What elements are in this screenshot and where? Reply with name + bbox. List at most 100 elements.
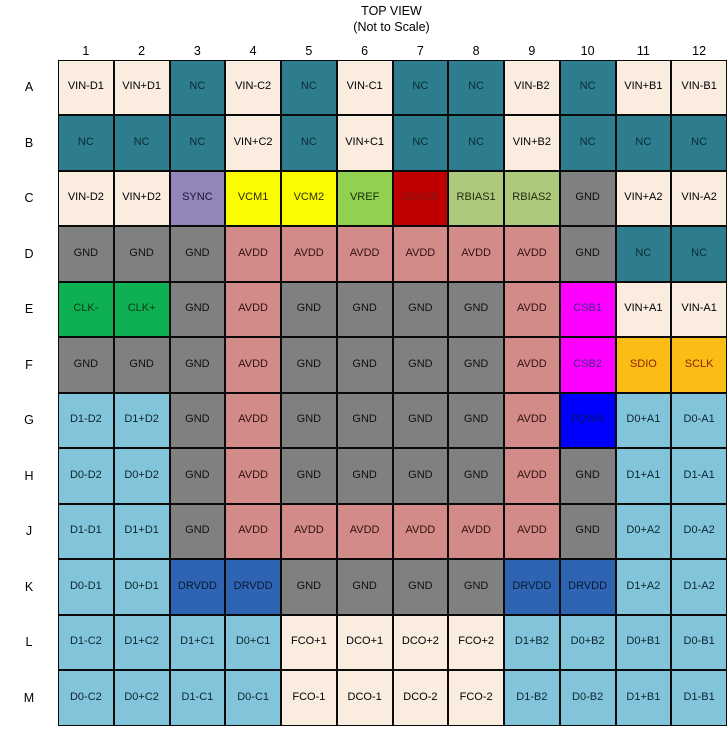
pin-cell: NC bbox=[448, 59, 504, 115]
pin-cell: AVDD bbox=[448, 226, 504, 282]
pin-cell: D0+B2 bbox=[559, 614, 616, 670]
pin-cell: VIN-C1 bbox=[336, 59, 393, 115]
pin-cell: VIN+A2 bbox=[615, 170, 672, 226]
pin-cell: GND bbox=[448, 392, 504, 448]
pin-cell: GND bbox=[113, 337, 170, 393]
pin-cell: NC bbox=[671, 226, 727, 282]
pin-cell: D0+D2 bbox=[113, 448, 170, 504]
pin-cell: AVDD bbox=[504, 226, 560, 282]
column-header: 6 bbox=[361, 43, 369, 58]
pin-cell: NC bbox=[559, 59, 616, 115]
pin-cell: VIN+B1 bbox=[615, 59, 672, 115]
column-header: 4 bbox=[249, 43, 257, 58]
row-header: M bbox=[0, 670, 58, 726]
pin-cell: D1+A2 bbox=[615, 559, 672, 615]
pin-cell: CLK+ bbox=[113, 281, 170, 337]
pin-cell: VIN-C2 bbox=[225, 59, 281, 115]
pin-cell: D1+C1 bbox=[169, 614, 226, 670]
pin-cell: AVDD bbox=[225, 281, 281, 337]
pin-cell: PDWN bbox=[559, 392, 616, 448]
pin-cell: D0+B1 bbox=[615, 614, 672, 670]
pin-cell: AVDD bbox=[392, 503, 449, 559]
column-header: 2 bbox=[138, 43, 146, 58]
pin-cell: GND bbox=[336, 281, 393, 337]
pin-cell: GND bbox=[336, 448, 393, 504]
pin-cell: AVDD bbox=[504, 503, 560, 559]
pin-cell: D1-C1 bbox=[169, 670, 226, 726]
column-header: 12 bbox=[692, 43, 707, 58]
row-header: C bbox=[0, 170, 58, 226]
pin-cell: VIN-A2 bbox=[671, 170, 727, 226]
row-header: E bbox=[0, 281, 58, 337]
pin-cell: VIN+C2 bbox=[225, 115, 281, 171]
pin-cell: NC bbox=[392, 115, 449, 171]
pin-cell: NC bbox=[559, 115, 616, 171]
pin-cell: VIN+D2 bbox=[113, 170, 170, 226]
pin-cell: DCO-1 bbox=[336, 670, 393, 726]
pin-cell: D0+C2 bbox=[113, 670, 170, 726]
pin-cell: GND bbox=[448, 448, 504, 504]
diagram-title: TOP VIEW (Not to Scale) bbox=[58, 0, 725, 36]
pin-cell: CSB2 bbox=[559, 337, 616, 393]
pin-cell: AVDD bbox=[281, 503, 337, 559]
pin-cell: D1-C2 bbox=[58, 614, 114, 670]
pin-cell: GND bbox=[281, 448, 337, 504]
pin-cell: AVDD bbox=[336, 226, 393, 282]
pin-cell: GND bbox=[281, 559, 337, 615]
pin-cell: GND bbox=[336, 392, 393, 448]
pin-cell: GND bbox=[392, 559, 449, 615]
title-top-view: TOP VIEW bbox=[361, 4, 422, 18]
pin-cell: NC bbox=[448, 115, 504, 171]
pin-cell: VIN+D1 bbox=[113, 59, 170, 115]
column-headers: 1 2 3 4 5 6 7 8 9 10 11 12 bbox=[0, 36, 727, 60]
title-not-to-scale: (Not to Scale) bbox=[353, 20, 430, 35]
pin-cell: D0+A1 bbox=[615, 392, 672, 448]
pin-cell: FCO-1 bbox=[281, 670, 337, 726]
column-header: 8 bbox=[472, 43, 480, 58]
pin-cell: D0-A1 bbox=[671, 392, 727, 448]
pin-cell: GND bbox=[169, 448, 226, 504]
pin-cell: D1+C2 bbox=[113, 614, 170, 670]
pin-cell: VIN-B2 bbox=[504, 59, 560, 115]
pin-cell: GND bbox=[392, 281, 449, 337]
pin-cell: D0-C2 bbox=[58, 670, 114, 726]
pin-cell: NC bbox=[113, 115, 170, 171]
row-header: G bbox=[0, 392, 58, 448]
pin-cell: D1+D2 bbox=[113, 392, 170, 448]
pin-cell: GND bbox=[559, 170, 616, 226]
pin-cell: GND bbox=[169, 392, 226, 448]
pin-cell: AVDD bbox=[225, 503, 281, 559]
pin-cell: GND bbox=[392, 392, 449, 448]
row-header: A bbox=[0, 59, 58, 115]
pin-cell: GND bbox=[281, 281, 337, 337]
row-header: F bbox=[0, 337, 58, 393]
pin-cell: VREF bbox=[336, 170, 393, 226]
pin-cell: NC bbox=[615, 226, 672, 282]
pin-cell: AVDD bbox=[504, 448, 560, 504]
pin-cell: GND bbox=[113, 226, 170, 282]
pin-cell: VIN-D2 bbox=[58, 170, 114, 226]
pin-cell: AVDD bbox=[225, 392, 281, 448]
pin-cell: D1+D1 bbox=[113, 503, 170, 559]
pin-cell: D0+D1 bbox=[113, 559, 170, 615]
pin-cell: NC bbox=[58, 115, 114, 171]
pin-grid: A VIN-D1 VIN+D1 NC VIN-C2 NC VIN-C1 NC NC VIN-B2 N… bbox=[0, 59, 727, 726]
pin-cell: NC bbox=[615, 115, 672, 171]
column-header: 5 bbox=[305, 43, 313, 58]
pin-cell: DRVDD bbox=[559, 559, 616, 615]
pin-cell: CLK- bbox=[58, 281, 114, 337]
pin-cell: VIN-B1 bbox=[671, 59, 727, 115]
pin-cell: AVDD bbox=[504, 392, 560, 448]
pin-cell: NC bbox=[169, 59, 226, 115]
pin-cell: FCO+1 bbox=[281, 614, 337, 670]
pin-cell: VIN-A1 bbox=[671, 281, 727, 337]
pin-cell: SENSE bbox=[392, 170, 449, 226]
pin-cell: AVDD bbox=[281, 226, 337, 282]
pin-cell: D0-B1 bbox=[671, 614, 727, 670]
pin-cell: VIN+C1 bbox=[336, 115, 393, 171]
column-header: 11 bbox=[636, 43, 650, 58]
pin-cell: SDIO bbox=[615, 337, 672, 393]
pin-cell: FCO+2 bbox=[448, 614, 504, 670]
pin-cell: D0-B2 bbox=[559, 670, 616, 726]
